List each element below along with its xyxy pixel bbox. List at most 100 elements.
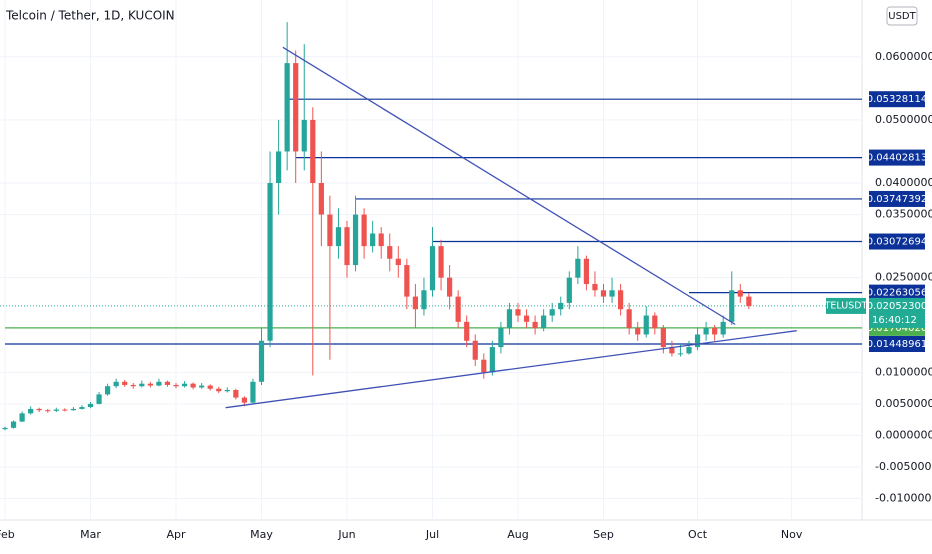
candle-body	[216, 388, 222, 392]
x-tick-label: Oct	[688, 528, 708, 541]
level-label: 0.01704020	[867, 323, 927, 334]
symbol-label: TELUSDT	[824, 300, 868, 311]
candle-body	[455, 296, 461, 322]
candle-body	[327, 214, 333, 247]
x-tick-label: May	[250, 528, 273, 541]
candle-body	[62, 409, 68, 411]
x-tick-label: Apr	[166, 528, 186, 541]
candle-body	[53, 409, 59, 411]
candle-body	[190, 383, 196, 388]
x-tick-label: Feb	[0, 528, 15, 541]
chart-title: Telcoin / Tether, 1D, KUCOIN	[5, 9, 175, 23]
candle-body	[583, 258, 589, 284]
level-label: 0.04402813	[867, 153, 927, 164]
candle-body	[464, 321, 470, 341]
level-label: 0.01448961	[867, 339, 927, 350]
candle-body	[156, 381, 162, 386]
candle-body	[318, 183, 324, 215]
countdown: 16:40:12	[872, 315, 917, 326]
candle-body	[113, 381, 119, 387]
candle-body	[489, 347, 495, 373]
candle-body	[79, 407, 85, 409]
candle-body	[147, 383, 153, 386]
candle-body	[532, 321, 538, 329]
candle-body	[130, 384, 136, 387]
candle-body	[361, 214, 367, 247]
candle-body	[566, 277, 572, 303]
candle-body	[199, 385, 205, 388]
candle-body	[310, 119, 316, 184]
candle-body	[609, 290, 615, 297]
candle-body	[421, 290, 427, 310]
candle-body	[96, 394, 102, 404]
candle-body	[438, 246, 444, 278]
candle-body	[2, 427, 8, 430]
level-label-box	[869, 149, 925, 166]
candle-body	[618, 290, 624, 310]
candle-body	[677, 353, 684, 355]
candle-body	[352, 214, 359, 266]
x-tick-label: Nov	[781, 528, 803, 541]
candle-body	[395, 258, 401, 266]
candle-body	[28, 408, 34, 414]
candle-body	[36, 408, 42, 411]
candle-body	[404, 265, 410, 297]
candle-body	[164, 381, 171, 385]
candle-body	[276, 151, 282, 184]
candle-body	[515, 309, 521, 316]
candle-body	[669, 347, 675, 354]
candle-body	[173, 384, 179, 387]
candle-body	[70, 408, 76, 411]
level-label-box	[869, 233, 925, 250]
plot	[0, 22, 862, 431]
last-price-box	[869, 297, 925, 328]
candle-body	[87, 403, 94, 408]
candle-body	[224, 390, 230, 392]
candle-body	[370, 233, 376, 247]
candle-body	[737, 290, 743, 297]
candle-body	[387, 246, 393, 259]
level-label: 0.03072694	[867, 237, 927, 248]
candle-body	[481, 359, 487, 373]
trendline	[225, 330, 797, 409]
candle-body	[335, 227, 342, 247]
candle-body	[626, 309, 632, 329]
candle-body	[506, 309, 513, 329]
currency-button[interactable]	[886, 6, 918, 26]
candle-body	[181, 383, 188, 387]
candle-body	[19, 413, 25, 422]
currency-label[interactable]: USDT	[888, 11, 916, 22]
candle-body	[258, 340, 265, 382]
candle-body	[412, 296, 418, 310]
candle-body	[600, 290, 607, 297]
candle-body	[250, 381, 256, 403]
symbol-box	[826, 297, 866, 314]
candle-body	[643, 315, 649, 335]
level-label-box	[869, 91, 925, 108]
candle-body	[267, 183, 273, 341]
candle-body	[652, 315, 658, 329]
candle-body	[429, 246, 436, 291]
candle-body	[293, 63, 299, 152]
candle-body	[207, 385, 213, 389]
candle-body	[592, 283, 598, 291]
candle-body	[447, 277, 453, 297]
candle-body	[139, 383, 145, 387]
level-label: 0.02263056	[867, 288, 927, 299]
candle-body	[498, 328, 504, 348]
candle-body	[233, 390, 239, 398]
x-tick-label: Sep	[593, 528, 614, 541]
candle-body	[301, 119, 307, 152]
candle-body	[729, 290, 735, 322]
trendline	[282, 46, 736, 325]
